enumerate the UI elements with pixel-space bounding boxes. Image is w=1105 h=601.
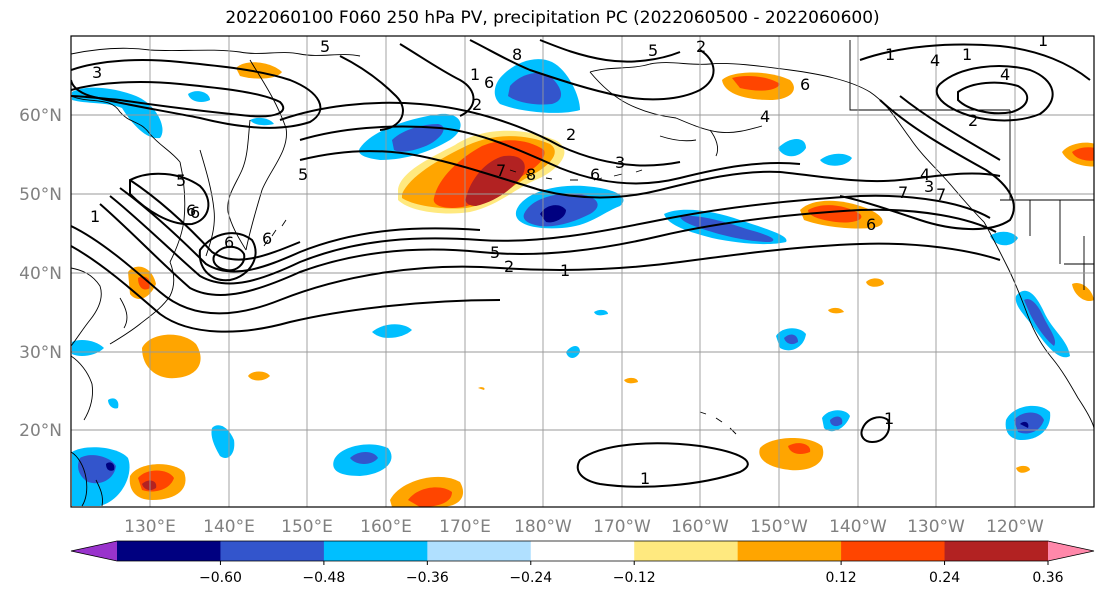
contour-label: 1	[90, 207, 100, 226]
coastlines	[71, 40, 1094, 507]
contour-label: 2	[968, 111, 978, 130]
contour-label: 6	[190, 203, 200, 222]
contour-label: 6	[800, 75, 810, 94]
longitude-labels: 130°E 140°E 150°E 160°E 170°E 180°W 170°…	[124, 517, 1044, 537]
colorbar: −0.60−0.48−0.36−0.24−0.120.120.240.360.4…	[70, 540, 1095, 586]
contour-label: 6	[262, 229, 272, 248]
colorbar-swatch	[117, 541, 221, 561]
lon-label: 170°E	[439, 517, 491, 537]
map-title: 2022060100 F060 250 hPa PV, precipitatio…	[225, 8, 880, 28]
contour-label: 7	[936, 185, 946, 204]
contour-label: 1	[962, 45, 972, 64]
colorbar-extend-low	[71, 541, 117, 561]
contour-label: 5	[490, 243, 500, 262]
contour-label: 1	[560, 261, 570, 280]
lat-label: 40°N	[19, 264, 62, 284]
lon-label: 180°W	[514, 517, 572, 537]
pv-contours	[71, 39, 1091, 488]
lon-label: 160°E	[360, 517, 412, 537]
colorbar-extend-high	[1048, 541, 1094, 561]
colorbar-swatch	[530, 541, 635, 561]
colorbar-tick-label: −0.24	[509, 570, 552, 586]
lat-label: 30°N	[19, 343, 62, 363]
contour-label: 2	[504, 257, 514, 276]
contour-label: 1	[1038, 31, 1048, 50]
lon-label: 150°W	[750, 517, 808, 537]
colorbar-swatch	[944, 541, 1049, 561]
colorbar-swatch	[634, 541, 739, 561]
lon-label: 140°W	[829, 517, 887, 537]
lon-label: 150°E	[281, 517, 333, 537]
colorbar-swatch	[737, 541, 842, 561]
contour-label: 3	[615, 153, 625, 172]
pv-contour-labels: 5 2 8 5 2 6 3 1 1 4 1 6 7 2 1 3 5 6 4 2 …	[90, 31, 1048, 488]
contour-label: 6	[866, 215, 876, 234]
contour-label: 1	[885, 45, 895, 64]
contour-label: 1	[884, 409, 894, 428]
lat-label: 50°N	[19, 185, 62, 205]
contour-label: 5	[320, 37, 330, 56]
lon-label: 160°W	[671, 517, 729, 537]
contour-label: 2	[696, 37, 706, 56]
contour-label: 2	[566, 125, 576, 144]
contour-label: 4	[760, 107, 770, 126]
contour-label: 4	[930, 51, 940, 70]
lat-label: 60°N	[19, 106, 62, 126]
latitude-labels: 20°N 30°N 40°N 50°N 60°N	[19, 106, 62, 441]
contour-label: 5	[176, 171, 186, 190]
contour-label: 7	[496, 161, 506, 180]
lon-label: 130°W	[907, 517, 965, 537]
colorbar-tick-label: −0.48	[302, 570, 345, 586]
lon-label: 170°W	[593, 517, 651, 537]
contour-label: 5	[648, 41, 658, 60]
colorbar-tick-label: 0.36	[1032, 570, 1063, 586]
lon-label: 120°W	[986, 517, 1044, 537]
contour-label: 4	[920, 165, 930, 184]
contour-label: 3	[92, 63, 102, 82]
contour-label: 6	[484, 73, 494, 92]
colorbar-swatch	[323, 541, 428, 561]
contour-label: 1	[640, 469, 650, 488]
contour-label: 8	[526, 165, 536, 184]
contour-label: 2	[472, 95, 482, 114]
lat-label: 20°N	[19, 421, 62, 441]
colorbar-swatch	[427, 541, 532, 561]
colorbar-tick-label: −0.12	[613, 570, 656, 586]
lon-label: 130°E	[124, 517, 176, 537]
contour-label: 5	[298, 165, 308, 184]
colorbar-tick-label: −0.36	[406, 570, 449, 586]
contour-label: 6	[186, 201, 196, 220]
colorbar-tick-label: 0.24	[929, 570, 960, 586]
contour-label: 1	[470, 65, 480, 84]
colorbar-swatch	[220, 541, 325, 561]
colorbar-tick-label: −0.60	[199, 570, 242, 586]
colorbar-swatch	[841, 541, 946, 561]
map-border	[70, 35, 1095, 508]
contour-label: 3	[924, 177, 934, 196]
contour-label: 4	[1000, 65, 1010, 84]
contour-label: 6	[590, 165, 600, 184]
contour-label: 7	[898, 183, 908, 202]
colorbar-tick-label: 0.12	[826, 570, 857, 586]
lon-label: 140°E	[203, 517, 255, 537]
contour-label: 8	[512, 45, 522, 64]
contour-label: 6	[224, 233, 234, 252]
